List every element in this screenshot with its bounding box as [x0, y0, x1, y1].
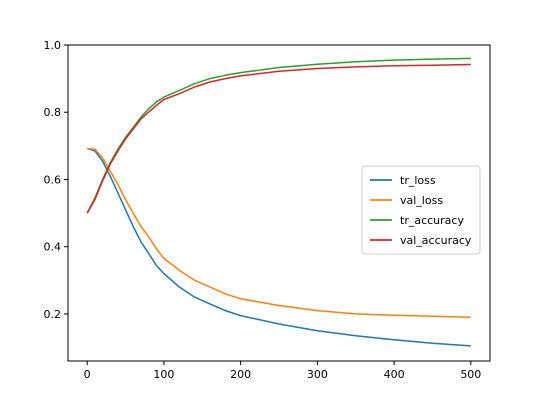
series-line-val-accuracy: [86, 63, 471, 214]
legend: tr_loss val_loss tr_accuracy val_accuracy: [361, 165, 481, 255]
x-tick-label: 200: [230, 368, 251, 381]
y-axis: 0.2 0.4 0.6 0.8 1.0: [44, 39, 68, 321]
x-tick-label: 0: [84, 368, 91, 381]
series-line-val-loss: [87, 147, 471, 319]
x-tick-label: 500: [460, 368, 481, 381]
y-tick-label: 0.2: [44, 308, 62, 321]
x-axis: 0 100 200 300 400 500: [84, 361, 481, 381]
x-tick-label: 300: [307, 368, 328, 381]
legend-box: [361, 165, 481, 255]
y-tick-label: 0.8: [44, 106, 62, 119]
legend-label: val_accuracy: [400, 234, 472, 247]
series-layer: [86, 57, 471, 347]
legend-label: tr_accuracy: [400, 214, 464, 227]
y-tick-label: 0.4: [44, 241, 62, 254]
series-line-tr-loss: [86, 147, 471, 347]
legend-label: val_loss: [400, 194, 443, 207]
legend-label: tr_loss: [400, 174, 436, 187]
y-tick-label: 0.6: [44, 173, 62, 186]
x-tick-label: 100: [153, 368, 174, 381]
series-line-tr-accuracy: [86, 57, 471, 214]
y-tick-label: 1.0: [44, 39, 62, 52]
x-tick-label: 400: [384, 368, 405, 381]
